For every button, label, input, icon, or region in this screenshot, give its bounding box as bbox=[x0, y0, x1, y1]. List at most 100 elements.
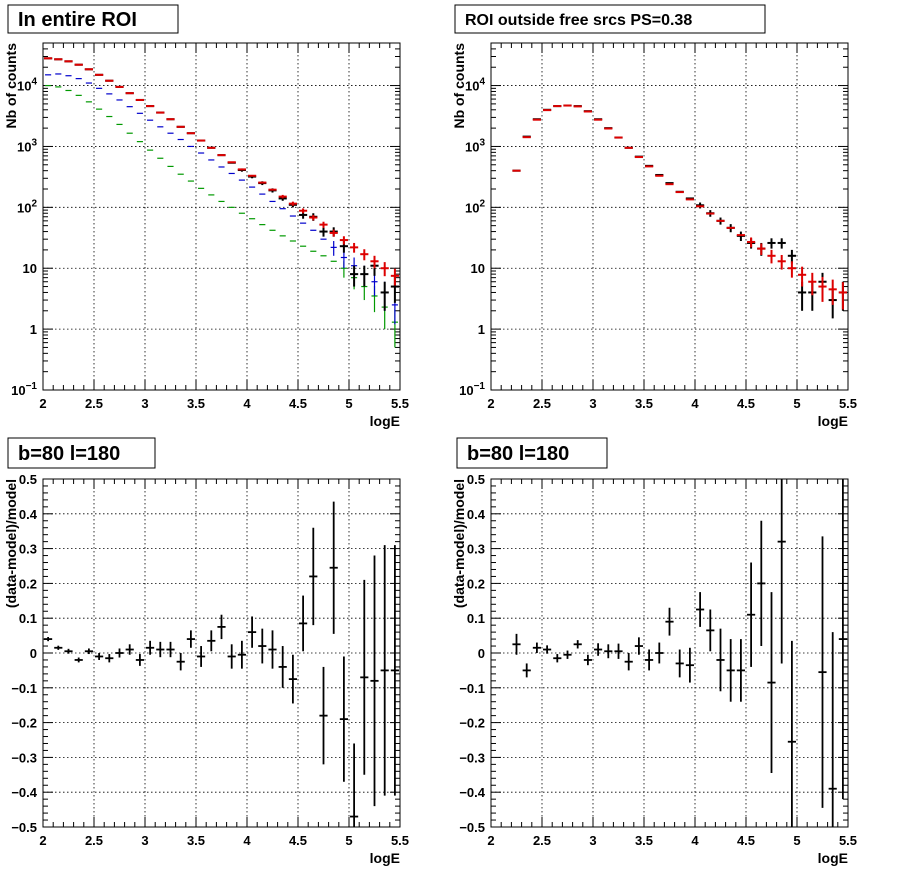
x-tick-label: 5.5 bbox=[391, 396, 409, 411]
y-axis-label: Nb of counts bbox=[451, 43, 467, 129]
y-tick-exponent: 4 bbox=[31, 77, 37, 88]
x-axis-label: logE bbox=[370, 850, 400, 866]
x-axis-label: logE bbox=[818, 850, 848, 866]
y-tick-label: 0.1 bbox=[19, 611, 37, 626]
y-tick-label: −0.3 bbox=[459, 750, 485, 765]
y-tick-base: 10 bbox=[465, 139, 479, 154]
chart-panel-bottom-right: 2 2.5 3 3.5 4 4.5 5 5.5 −0.5 −0.4 −0.3 −0.2 −0.1 0 0.1… bbox=[451, 437, 857, 866]
x-axis-label: logE bbox=[818, 413, 848, 429]
x-tick-label: 2.5 bbox=[85, 396, 103, 411]
chart-title: ROI outside free srcs PS=0.38 bbox=[465, 12, 692, 29]
x-tick-label: 3 bbox=[141, 396, 148, 411]
y-tick-label: 1 bbox=[478, 322, 485, 337]
y-tick-label: 0 bbox=[478, 646, 485, 661]
x-tick-label: 2 bbox=[487, 833, 494, 848]
x-tick-label: 5 bbox=[345, 833, 352, 848]
data-series-4 bbox=[44, 57, 399, 286]
y-tick-label: −0.3 bbox=[11, 750, 37, 765]
y-tick-label: 10 bbox=[23, 261, 37, 276]
x-tick-label: 4 bbox=[243, 833, 251, 848]
y-tick-label: −0.2 bbox=[459, 716, 485, 731]
x-tick-label: 3 bbox=[589, 396, 596, 411]
x-tick-label: 5.5 bbox=[839, 396, 857, 411]
chart-title-box bbox=[454, 4, 766, 34]
chart-title: b=80 l=180 bbox=[18, 443, 120, 465]
y-tick-exponent: −1 bbox=[26, 381, 38, 392]
x-tick-label: 2.5 bbox=[533, 833, 551, 848]
y-tick-exponent: −1 bbox=[474, 381, 486, 392]
chart-title: b=80 l=180 bbox=[467, 443, 569, 465]
y-tick-label: 0.3 bbox=[467, 542, 485, 557]
y-tick-base: 10 bbox=[465, 200, 479, 215]
data-series-1 bbox=[512, 479, 847, 827]
y-tick-exponent: 3 bbox=[31, 137, 37, 148]
plot-frame bbox=[42, 478, 401, 828]
y-tick-label: 102 bbox=[17, 198, 37, 215]
y-tick-label: −0.4 bbox=[459, 785, 485, 800]
y-tick-base: 10 bbox=[465, 79, 479, 94]
y-tick-label: 0 bbox=[30, 646, 37, 661]
x-tick-label: 5 bbox=[345, 396, 352, 411]
y-tick-label: 0.5 bbox=[467, 472, 485, 487]
x-tick-label: 4 bbox=[691, 833, 699, 848]
x-axis-label: logE bbox=[370, 413, 400, 429]
x-tick-label: 5 bbox=[793, 833, 800, 848]
x-tick-label: 4.5 bbox=[737, 396, 755, 411]
chart-title: In entire ROI bbox=[18, 9, 137, 31]
chart-panel-bottom-left: 2 2.5 3 3.5 4 4.5 5 5.5 −0.5 −0.4 −0.3 −0.2 −0.1 0 0.1… bbox=[3, 437, 409, 866]
data-series-1 bbox=[45, 84, 398, 348]
y-tick-label: 102 bbox=[465, 198, 485, 215]
y-tick-label: 0.4 bbox=[19, 507, 38, 522]
y-tick-label: 0.2 bbox=[467, 576, 485, 591]
x-tick-label: 4.5 bbox=[289, 833, 307, 848]
y-tick-exponent: 2 bbox=[31, 198, 37, 209]
data-series-1 bbox=[44, 501, 399, 827]
chart-title-box bbox=[7, 4, 179, 34]
x-tick-label: 4 bbox=[243, 396, 251, 411]
y-tick-label: 0.3 bbox=[19, 542, 37, 557]
y-tick-label: −0.2 bbox=[11, 716, 37, 731]
x-tick-label: 4.5 bbox=[289, 396, 307, 411]
x-tick-label: 2 bbox=[487, 396, 494, 411]
y-tick-label: 0.5 bbox=[19, 472, 37, 487]
x-tick-label: 4 bbox=[691, 396, 699, 411]
x-tick-label: 5 bbox=[793, 396, 800, 411]
y-tick-label: 0.2 bbox=[19, 576, 37, 591]
x-tick-label: 2 bbox=[39, 833, 46, 848]
x-tick-label: 3.5 bbox=[635, 833, 653, 848]
y-tick-label: −0.4 bbox=[11, 785, 37, 800]
y-axis-label: Nb of counts bbox=[3, 43, 19, 129]
y-tick-exponent: 2 bbox=[479, 198, 485, 209]
y-tick-label: 0.4 bbox=[467, 507, 486, 522]
y-axis-label: (data-model)/model bbox=[451, 479, 467, 608]
x-tick-label: 3 bbox=[141, 833, 148, 848]
y-tick-base: 10 bbox=[459, 383, 473, 398]
y-tick-base: 10 bbox=[17, 79, 31, 94]
y-tick-label: 1 bbox=[30, 322, 37, 337]
x-tick-label: 5.5 bbox=[839, 833, 857, 848]
y-tick-label: 10−1 bbox=[11, 381, 37, 398]
x-tick-label: 3.5 bbox=[187, 833, 205, 848]
chart-title-box bbox=[456, 437, 608, 469]
x-tick-label: 3.5 bbox=[187, 396, 205, 411]
y-tick-label: −0.1 bbox=[11, 681, 37, 696]
y-tick-base: 10 bbox=[11, 383, 25, 398]
x-tick-label: 2 bbox=[39, 396, 46, 411]
x-tick-label: 2.5 bbox=[533, 396, 551, 411]
y-tick-label: 104 bbox=[465, 77, 485, 94]
chart-title-box bbox=[7, 437, 156, 469]
x-tick-label: 5.5 bbox=[391, 833, 409, 848]
y-tick-label: −0.1 bbox=[459, 681, 485, 696]
data-series-3 bbox=[44, 57, 399, 311]
y-tick-exponent: 4 bbox=[479, 77, 485, 88]
y-tick-base: 10 bbox=[17, 200, 31, 215]
y-tick-base: 10 bbox=[17, 139, 31, 154]
x-tick-label: 4.5 bbox=[737, 833, 755, 848]
y-tick-label: 104 bbox=[17, 77, 37, 94]
y-tick-label: 0.1 bbox=[467, 611, 485, 626]
y-tick-label: 10 bbox=[471, 261, 485, 276]
x-tick-label: 2.5 bbox=[85, 833, 103, 848]
y-tick-exponent: 3 bbox=[479, 137, 485, 148]
